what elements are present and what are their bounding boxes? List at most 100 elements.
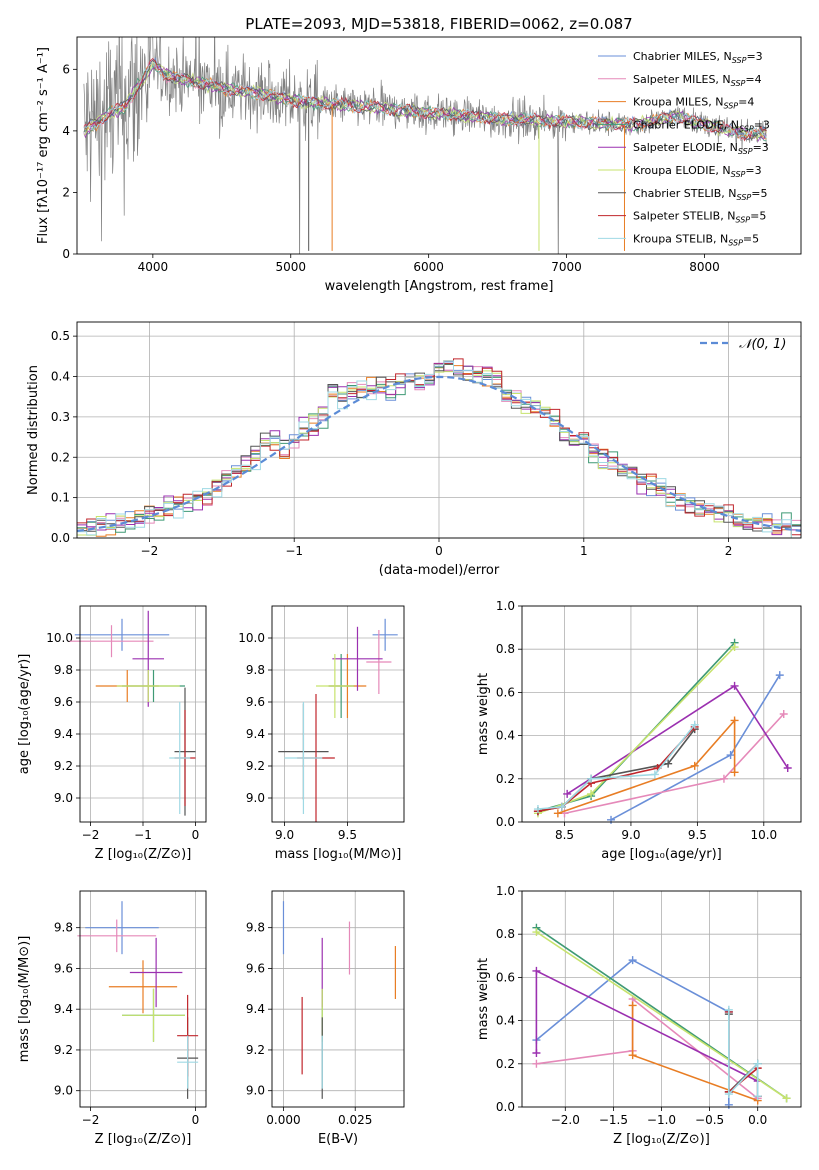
y-axis-label: Flux [fλ10⁻¹⁷ erg cm⁻² s⁻¹ A⁻¹] [36,47,51,244]
x-axis-label: age [log₁₀(age/yr)] [601,847,722,862]
x-tick-label: 1 [580,544,588,558]
x-axis-label: (data-model)/error [379,563,500,578]
y-tick-label: 9.4 [54,727,73,741]
y-tick-label: 0.5 [51,329,70,343]
x-tick-label: 4000 [138,260,169,274]
data-point-marker [628,1051,637,1060]
data-point-marker [719,774,728,783]
y-tick-label: 9.6 [54,695,73,709]
y-tick-label: 0.2 [51,450,70,464]
legend-entry: Chabrier STELIB, NSSP=5 [633,187,767,202]
y-tick-label: 0.8 [496,642,515,656]
age_vs_Z-frame [79,605,207,823]
data-point-marker [690,720,699,729]
legend-entry: Chabrier ELODIE, NSSP=3 [633,118,770,133]
x-tick-label: 0.0 [748,1113,767,1127]
x-tick-label: 2 [725,544,733,558]
x-axis-label: E(B-V) [318,1132,358,1147]
errorbar-kroupa-stelib [177,1035,199,1089]
y-tick-label: 0.3 [51,410,70,424]
y-tick-label: 9.0 [54,1084,73,1098]
data-point-marker [724,1100,733,1109]
y-tick-label: 4 [62,124,70,138]
series-line [728,1012,759,1097]
y-tick-label: 1.0 [496,884,515,898]
data-point-marker [628,1001,637,1010]
data-point-marker [783,764,792,772]
y-axis-label: mass [log₁₀(M/M⊙)] [17,936,32,1063]
x-tick-label: 7000 [551,260,582,274]
series-kroupa-miles [628,1001,762,1105]
y-tick-label: 6 [62,62,70,76]
series-line [728,1009,759,1097]
x-tick-label: −2 [141,544,159,558]
series-line [535,969,759,1082]
axes-mass_weight_vs_Z: −2.0 −1.5 −1.0 −0.5 0.0 0.0 0.2 0.4 0.6 0.8 1.0 Z [… [476,884,801,1147]
axes-age_vs_mass: 9.0 9.5 9.0 9.2 9.4 9.6 9.8 10.0 mass [log₁₀(M/M… [238,606,404,862]
y-tick-label: 9.6 [246,695,265,709]
y-tick-label: 9.8 [54,663,73,677]
legend-entry: Kroupa MILES, NSSP=4 [633,96,754,111]
x-tick-label: −2 [82,1113,100,1127]
errorbar-salpeter-elodie [332,626,383,691]
series-kroupa-miles [553,716,739,818]
normal-distribution-curve [77,375,801,532]
series-line [536,997,759,1100]
series-line [564,713,785,815]
data-point-marker [779,710,788,718]
x-tick-label: 9.0 [275,828,294,842]
errorbar-kroupa-stelib [284,702,323,814]
data-point-marker [753,1092,762,1101]
data-point-marker [664,759,673,768]
errorbar-chabrier-miles [372,618,398,651]
y-tick-label: 0.2 [496,1057,515,1071]
y-tick-label: 9.6 [246,961,265,975]
data-point-marker [532,966,541,975]
x-axis-label: Z [log₁₀(Z/Z⊙)] [613,1132,710,1147]
x-tick-label: 9.5 [338,828,357,842]
x-tick-label: 0 [192,1113,200,1127]
x-tick-label: 8000 [689,260,720,274]
histogram-chabrier-stelib [77,363,801,532]
errorbar-kroupa-stelib [169,702,191,814]
axes-mass_vs_Z: −2 0 9.0 9.2 9.4 9.6 9.8 Z [log₁₀(Z/Z⊙)] mass [l… [17,891,206,1147]
y-tick-label: 0.8 [496,927,515,941]
mass_vs_EBV-frame [271,890,405,1108]
model-spectrum-kroupa-stelib [83,61,767,140]
spectrum-frame [76,36,802,255]
x-tick-label: −1 [134,828,152,842]
data-point-marker [607,815,616,824]
y-tick-label: 9.0 [246,1084,265,1098]
data-point-marker [724,1090,733,1099]
y-tick-label: 0.4 [496,1014,515,1028]
errorbar-kroupa-elodie [316,654,354,718]
y-tick-label: 9.8 [54,921,73,935]
y-tick-label: 0.2 [496,772,515,786]
y-axis-label: mass weight [476,958,491,1040]
data-point-marker [775,671,784,680]
y-tick-label: 0.6 [496,685,515,699]
y-tick-label: 0.0 [51,531,70,545]
mass_vs_Z-frame [79,890,207,1108]
spectrum-plot-area [83,37,767,254]
y-tick-label: 9.8 [246,663,265,677]
x-tick-label: 0 [192,828,200,842]
data-point-marker [690,761,699,770]
errorbar-salpeter-miles [69,625,154,658]
y-tick-label: 0 [62,247,70,261]
residuals-frame [76,321,802,539]
axes-residuals: −2 −1 0 1 2 0.0 0.1 0.2 0.3 0.4 0.5 (data-model)/er… [26,322,801,578]
legend-entry: Salpeter MILES, NSSP=4 [633,73,762,88]
x-tick-label: 0.000 [266,1113,300,1127]
x-tick-label: 0 [435,544,443,558]
legend-entry: Salpeter STELIB, NSSP=5 [633,210,766,225]
y-tick-label: 0.4 [496,729,515,743]
y-axis-label: mass weight [476,673,491,755]
series-line [537,646,736,815]
histogram-area [77,358,801,538]
y-tick-label: 9.6 [54,961,73,975]
series-line [631,1005,758,1102]
series-line [728,1014,759,1097]
series-line [557,718,736,815]
